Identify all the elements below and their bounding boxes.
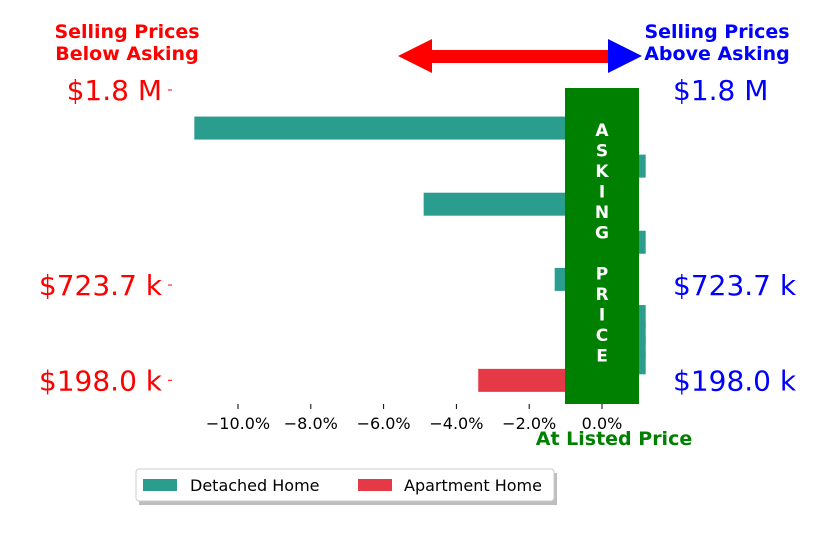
below-asking-title-line2: Below Asking [55,43,198,65]
band-letter: N [595,203,609,223]
band-letter: I [599,306,605,326]
y-tick-label-right: $723.7 k [673,269,797,302]
bar-detached-2 [423,192,602,216]
direction-arrow [398,39,642,73]
band-letter: A [595,121,609,141]
arrow-shaft-left [430,50,530,63]
band-letter: E [596,347,608,367]
legend-swatch-detached [143,479,177,491]
above-asking-title-line1: Selling Prices [644,21,789,43]
legend-label-detached: Detached Home [190,476,320,495]
at-listed-price-label: At Listed Price [536,428,692,450]
y-tick-label-left: $1.8 M [67,74,162,107]
band-letter: K [595,162,609,182]
band-letter: S [596,142,608,162]
y-axis-left: $1.8 M $723.7 k $198.0 k [39,74,172,397]
x-tick-label: 0.0% [582,414,623,433]
x-tick-label: −6.0% [357,414,411,433]
band-letter: I [599,183,605,203]
y-tick-label-right: $1.8 M [673,74,768,107]
y-tick-label-left: $198.0 k [39,364,163,397]
band-letter: R [595,285,608,305]
x-tick-label: −2.0% [502,414,556,433]
arrow-shaft-right [530,50,610,63]
y-tick-label-right: $198.0 k [673,364,797,397]
y-tick-label-left: $723.7 k [39,269,163,302]
legend: Detached Home Apartment Home [135,468,557,505]
band-letter: G [595,224,609,244]
band-letter: C [596,326,608,346]
x-tick-label: −10.0% [206,414,270,433]
below-asking-title-line1: Selling Prices [54,21,199,43]
arrow-head-left [398,39,432,73]
x-tick-label: −4.0% [429,414,483,433]
legend-box [135,468,555,502]
arrow-head-right [608,39,642,73]
legend-label-apartment: Apartment Home [404,476,542,495]
x-tick-label: −8.0% [284,414,338,433]
legend-swatch-apartment [358,479,392,491]
y-axis-right: $1.8 M $723.7 k $198.0 k [673,74,797,397]
bar-detached-0 [194,116,602,140]
band-letter: P [596,265,608,285]
above-asking-title-line2: Above Asking [644,43,790,65]
asking-price-band [565,88,639,404]
x-axis: −10.0% −8.0% −6.0% −4.0% −2.0% 0.0% [206,404,622,433]
